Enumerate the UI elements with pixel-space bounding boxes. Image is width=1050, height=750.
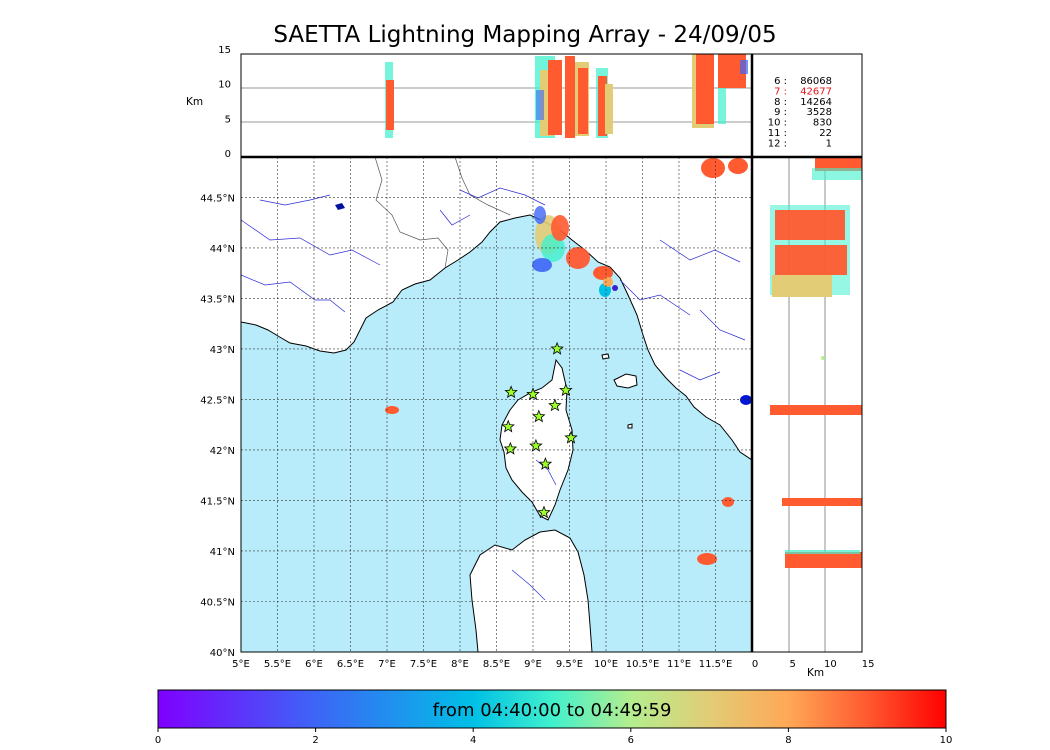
side-tick-label: 0 [752, 659, 758, 670]
latitude-tick-label: 43.5°N [200, 294, 235, 305]
map-panel [240, 156, 753, 653]
map-lightning-clusters [385, 158, 748, 565]
small-island [601, 353, 610, 360]
colorbar: 0 2 4 6 8 10 [155, 689, 953, 746]
longitude-tick-label: 7°E [378, 659, 396, 670]
station-star-icon [548, 398, 562, 412]
count-value: 1 [826, 138, 832, 149]
longitude-tick-label: 7.5°E [410, 659, 437, 670]
count-label: 11 : [768, 128, 787, 139]
mainland-land [241, 157, 752, 461]
longitude-ticks: 5°E 5.5°E 6°E 6.5°E 7°E 7.5°E 8°E 8.5°E 9°E 9.5°E… [232, 659, 732, 670]
station-star-icon [526, 387, 540, 401]
side-tick-label: 15 [862, 659, 875, 670]
station-star-icon [503, 441, 518, 455]
count-value: 42677 [800, 86, 832, 97]
count-value: 830 [813, 118, 832, 129]
longitude-tick-label: 8°E [451, 659, 469, 670]
count-label: 12 : [768, 138, 787, 149]
latitude-ticks: 40°N 40.5°N 41°N 41.5°N 42°N 42.5°N 43°N 43.5°N… [200, 193, 235, 659]
colorbar-tick-label: 4 [470, 735, 476, 746]
longitude-tick-label: 6°E [305, 659, 323, 670]
height-tick-label: 10 [218, 80, 231, 91]
count-label: 7 : [774, 86, 787, 97]
latitude-tick-label: 40°N [210, 648, 235, 659]
count-label: 6 : [774, 76, 787, 87]
count-value: 22 [819, 128, 832, 139]
height-tick-label: 5 [225, 114, 231, 125]
rivers [241, 187, 746, 601]
longitude-tick-label: 8.5°E [483, 659, 510, 670]
longitude-tick-label: 10°E [594, 659, 618, 670]
latitude-tick-label: 44°N [210, 244, 235, 255]
height-tick-label: 0 [225, 149, 231, 160]
count-label: 9 : [774, 107, 787, 118]
colorbar-tick-label: 10 [940, 735, 953, 746]
height-y-ticks: 0 5 10 15 [218, 45, 231, 160]
side-panel: 0 5 10 15 Km [751, 156, 875, 679]
longitude-tick-label: 6.5°E [337, 659, 364, 670]
latitude-tick-label: 42°N [210, 446, 235, 457]
station-markers [501, 341, 578, 519]
height-panel: Km 0 5 10 15 [186, 45, 753, 160]
colorbar-ticks: 0 2 4 6 8 10 [155, 728, 953, 746]
count-value: 86068 [800, 76, 832, 87]
station-star-icon [537, 505, 551, 519]
latitude-tick-label: 44.5°N [200, 193, 235, 204]
count-value: 14264 [800, 97, 832, 108]
colorbar-tick-label: 8 [785, 735, 791, 746]
longitude-tick-label: 10.5°E [626, 659, 660, 670]
latitude-tick-label: 43°N [210, 345, 235, 356]
station-star-icon [532, 409, 546, 423]
lake [335, 203, 345, 210]
height-tick-label: 15 [218, 45, 231, 56]
station-star-icon [559, 383, 573, 397]
figure-title: SAETTA Lightning Mapping Array - 24/09/0… [273, 22, 777, 48]
small-island [627, 423, 633, 429]
lake [740, 395, 752, 405]
station-star-icon [538, 456, 553, 470]
country-border [374, 157, 449, 269]
height-lightning [385, 54, 748, 138]
latitude-tick-label: 41.5°N [200, 496, 235, 507]
longitude-tick-label: 9°E [524, 659, 542, 670]
latitude-tick-label: 42.5°N [200, 395, 235, 406]
longitude-tick-label: 5°E [232, 659, 250, 670]
side-lightning [770, 157, 862, 568]
elba-island [613, 373, 638, 389]
side-axis-label: Km [807, 667, 824, 679]
station-star-icon [504, 385, 518, 399]
latitude-tick-label: 41°N [210, 547, 235, 558]
map-grid [241, 157, 752, 652]
colorbar-gradient [157, 689, 947, 729]
count-label: 10 : [768, 118, 787, 129]
longitude-tick-label: 9.5°E [556, 659, 583, 670]
station-star-icon [529, 438, 543, 452]
count-label: 8 : [774, 97, 787, 108]
colorbar-tick-label: 0 [155, 735, 161, 746]
longitude-tick-label: 5.5°E [264, 659, 291, 670]
latitude-tick-label: 40.5°N [200, 597, 235, 608]
side-x-ticks: 0 5 10 15 [752, 659, 875, 670]
colorbar-label: from 04:40:00 to 04:49:59 [432, 700, 672, 721]
colorbar-tick-label: 2 [312, 735, 318, 746]
station-star-icon [564, 430, 578, 444]
count-value: 3528 [807, 107, 832, 118]
longitude-tick-label: 11.5°E [699, 659, 733, 670]
colorbar-tick-label: 6 [628, 735, 634, 746]
side-tick-label: 10 [824, 659, 837, 670]
longitude-tick-label: 11°E [667, 659, 691, 670]
sardinia-land [469, 529, 593, 652]
height-axis-label: Km [186, 96, 203, 108]
country-border [454, 157, 511, 216]
station-star-icon [501, 419, 515, 433]
side-tick-label: 5 [790, 659, 796, 670]
station-star-icon [550, 341, 564, 355]
